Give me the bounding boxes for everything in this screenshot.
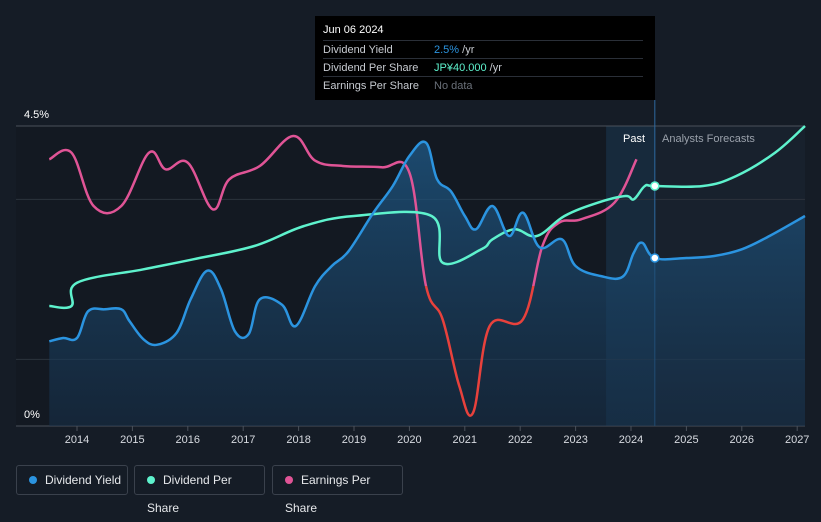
legend-dividend-per-share[interactable]: Dividend Per Share (134, 465, 265, 515)
legend-label: Dividend Per Share (147, 473, 232, 515)
dividend-yield-area (49, 141, 806, 426)
tooltip-row-dividend-yield: Dividend Yield 2.5% /yr (323, 40, 643, 59)
legend-label: Dividend Yield (45, 473, 122, 487)
x-tick-label: 2020 (397, 434, 421, 446)
forecast-label: Analysts Forecasts (662, 133, 755, 145)
dividend-yield-line (48, 140, 806, 347)
x-tick-label: 2021 (453, 434, 477, 446)
x-tick-label: 2022 (508, 434, 532, 446)
tooltip-date: Jun 06 2024 (323, 24, 384, 36)
x-tick-label: 2023 (563, 434, 587, 446)
x-tick-label: 2024 (619, 434, 643, 446)
eps-line-high (48, 134, 638, 286)
tooltip-row-dividend-per-share: Dividend Per Share JP¥40.000 /yr (323, 58, 643, 77)
legend-dot-icon (147, 476, 155, 484)
y-tick-label-min: 0% (24, 409, 40, 421)
x-tick-label: 2026 (730, 434, 754, 446)
tooltip-label: Earnings Per Share (323, 80, 419, 92)
x-tick-label: 2016 (176, 434, 200, 446)
dps-marker (650, 181, 660, 191)
x-tick-label: 2015 (120, 434, 144, 446)
tooltip-label: Dividend Per Share (323, 62, 419, 74)
tooltip-row-earnings-per-share: Earnings Per Share No data (323, 76, 643, 95)
tooltip-label: Dividend Yield (323, 44, 393, 56)
legend-label: Earnings Per Share (285, 473, 371, 515)
legend-dividend-yield[interactable]: Dividend Yield (16, 465, 128, 495)
x-tick-label: 2027 (785, 434, 809, 446)
x-tick-label: 2017 (231, 434, 255, 446)
legend-earnings-per-share[interactable]: Earnings Per Share (272, 465, 403, 515)
legend-dot-icon (285, 476, 293, 484)
x-tick-label: 2025 (674, 434, 698, 446)
tooltip-value: 2.5% /yr (434, 44, 475, 56)
tooltip: Jun 06 2024 Dividend Yield 2.5% /yr Divi… (315, 16, 655, 100)
tooltip-value: No data (434, 80, 473, 92)
yield-marker (650, 253, 660, 263)
x-tick-label: 2014 (65, 434, 89, 446)
legend-dot-icon (29, 476, 37, 484)
x-tick-label: 2019 (342, 434, 366, 446)
dividend-chart: 4.5% 0% Past Analysts Forecasts 2014 2015… (16, 100, 809, 446)
x-tick-label: 2018 (286, 434, 310, 446)
y-tick-label-max: 4.5% (24, 109, 49, 121)
tooltip-value: JP¥40.000 /yr (434, 62, 502, 74)
past-label: Past (623, 133, 645, 145)
